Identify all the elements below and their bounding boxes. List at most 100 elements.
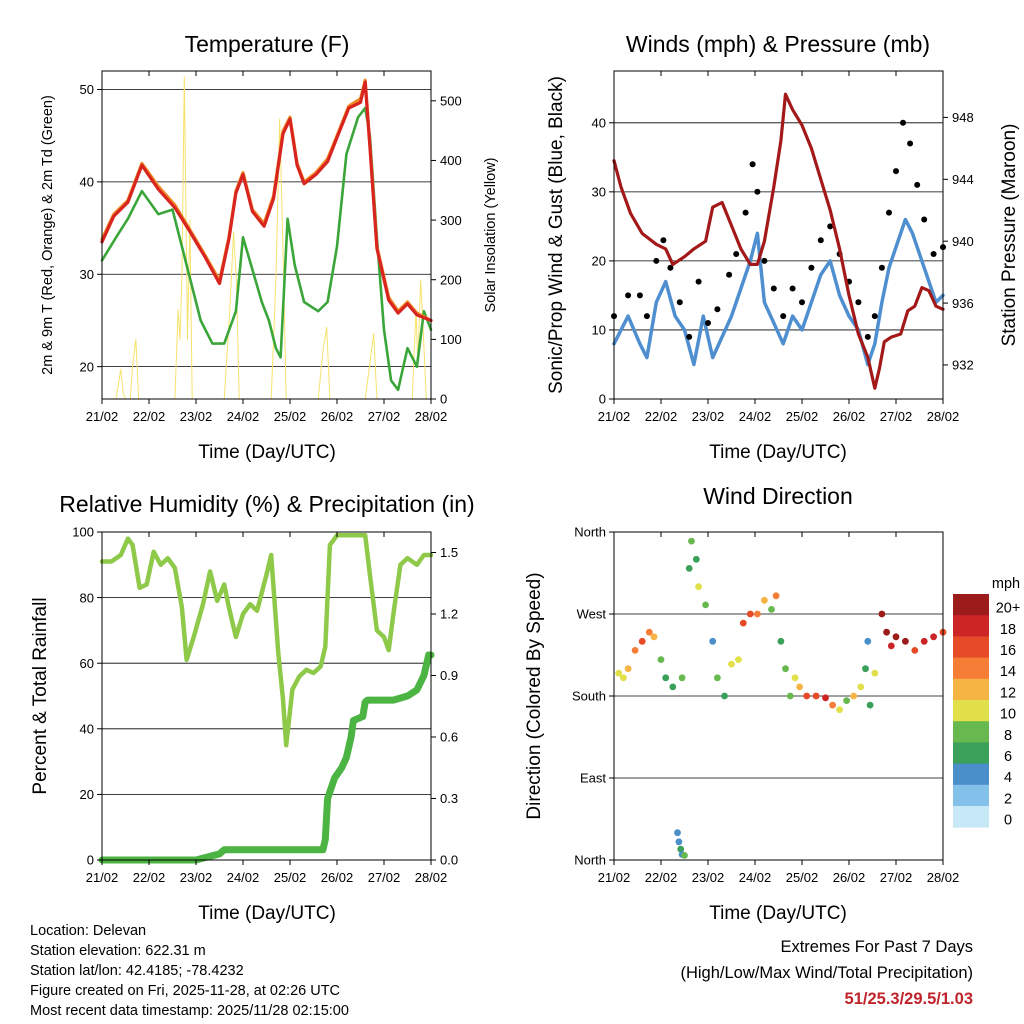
winds-panel: Winds (mph) & Pressure (mb) Sonic/Prop W… [546,31,1020,463]
direction-point [812,692,820,700]
y-tick-label: 40 [80,721,94,736]
gust-point [749,161,756,168]
gust-point [714,306,721,313]
x-tick-label: 23/02 [692,870,725,885]
winds-grid [614,122,943,400]
direction-point [782,665,789,673]
y2-tick-label: 0.0 [440,853,458,868]
gust-point [864,333,871,340]
gust-point [726,271,733,278]
x-tick-label: 21/02 [598,409,631,424]
colorbar-tick-label: 10 [1000,707,1016,723]
gust-point [930,251,937,257]
direction-point [677,845,685,853]
colorbar-tick-label: 16 [1000,643,1016,659]
gust-point [827,223,834,230]
gust-point [770,285,777,292]
x-tick-label: 21/02 [86,870,119,885]
gust-point [921,216,928,223]
extremes-subtitle: (High/Low/Max Wind/Total Precipitation) [680,964,973,982]
x-tick-label: 26/02 [833,870,866,885]
direction-point [714,674,721,682]
temperature-panel: Temperature (F) 2m & 9m T (Red, Orange) … [40,31,499,463]
colorbar-tick-label: 4 [1004,770,1012,786]
gust-point [817,237,824,244]
wind-direction-title: Wind Direction [703,483,853,509]
direction-point [709,637,717,645]
colorbar-tick-label: 0 [1004,813,1012,829]
x-tick-label: 23/02 [692,409,725,424]
wind-direction-axes: North East South West North 21/02 22/02 23/02 24… [572,525,959,885]
x-tick-label: 23/02 [180,409,213,424]
direction-point [620,674,627,682]
direction-point [878,610,886,618]
direction-point [669,683,677,691]
direction-point [688,537,695,545]
x-tick-label: 24/02 [739,870,772,885]
direction-point [791,674,799,682]
gust-point [686,333,693,340]
direction-point [728,660,735,668]
direction-point [675,838,683,846]
x-tick-label: 26/02 [321,870,354,885]
colorbar-tick-label: 2 [1004,791,1012,807]
series-total-rainfall [98,651,435,864]
direction-point [862,665,869,673]
direction-point [892,633,900,641]
direction-point [871,669,879,677]
y2-tick-label: 1.2 [440,607,458,622]
colorbar-tick-label: 8 [1004,728,1012,744]
x-tick-label: 22/02 [645,409,678,424]
y-tick-label: 0 [599,392,606,407]
winds-title: Winds (mph) & Pressure (mb) [626,31,930,57]
x-tick-label: 25/02 [786,870,819,885]
colorbar-swatch [953,678,989,701]
direction-point [883,628,890,636]
gust-point [754,188,761,195]
x-tick-label: 28/02 [927,409,960,424]
y-tick-label: 30 [592,185,606,200]
direction-point [624,665,632,673]
x-tick-label: 28/02 [415,409,448,424]
colorbar-swatch [953,784,989,807]
y-tick-label: East [580,771,606,786]
series-station-pressure [612,92,945,390]
direction-point [702,601,709,609]
wind-direction-y-label: Direction (Colored By Speed) [524,572,545,819]
winds-series [611,92,946,390]
direction-point [843,697,850,704]
y2-tick-label: 400 [440,153,462,168]
colorbar-swatch [953,763,989,786]
colorbar-swatch [953,636,989,658]
winds-y-label: Sonic/Prop Wind & Gust (Blue, Black) [546,76,567,394]
direction-point [777,637,785,645]
direction-point [657,656,665,663]
y2-tick-label: 932 [952,358,974,373]
y2-tick-label: 0 [440,392,447,407]
direction-point [850,692,858,700]
gust-point [900,119,906,126]
colorbar-tick-label: 12 [1000,685,1016,701]
series-relative-humidity [99,533,434,748]
y-tick-label: 20 [80,787,94,802]
extremes-values: 51/25.3/29.5/1.03 [844,990,973,1008]
winds-x-label: Time (Day/UTC) [709,442,847,463]
direction-point [631,647,639,654]
y-tick-label: 10 [592,323,606,338]
y2-tick-label: 948 [952,110,974,125]
x-tick-label: 27/02 [880,409,913,424]
y-tick-label: 20 [80,359,94,374]
x-tick-label: 27/02 [368,409,401,424]
colorbar-swatch [953,721,989,743]
gust-point [761,257,768,264]
gust-point [893,168,899,175]
y-tick-label: West [577,607,607,622]
x-tick-label: 26/02 [833,409,866,424]
temperature-title: Temperature (F) [185,31,350,57]
colorbar-swatch [953,742,989,764]
x-tick-label: 22/02 [645,870,678,885]
gust-point [914,181,921,188]
direction-point [645,628,653,636]
colorbar-tick-label: 20+ [996,601,1021,617]
